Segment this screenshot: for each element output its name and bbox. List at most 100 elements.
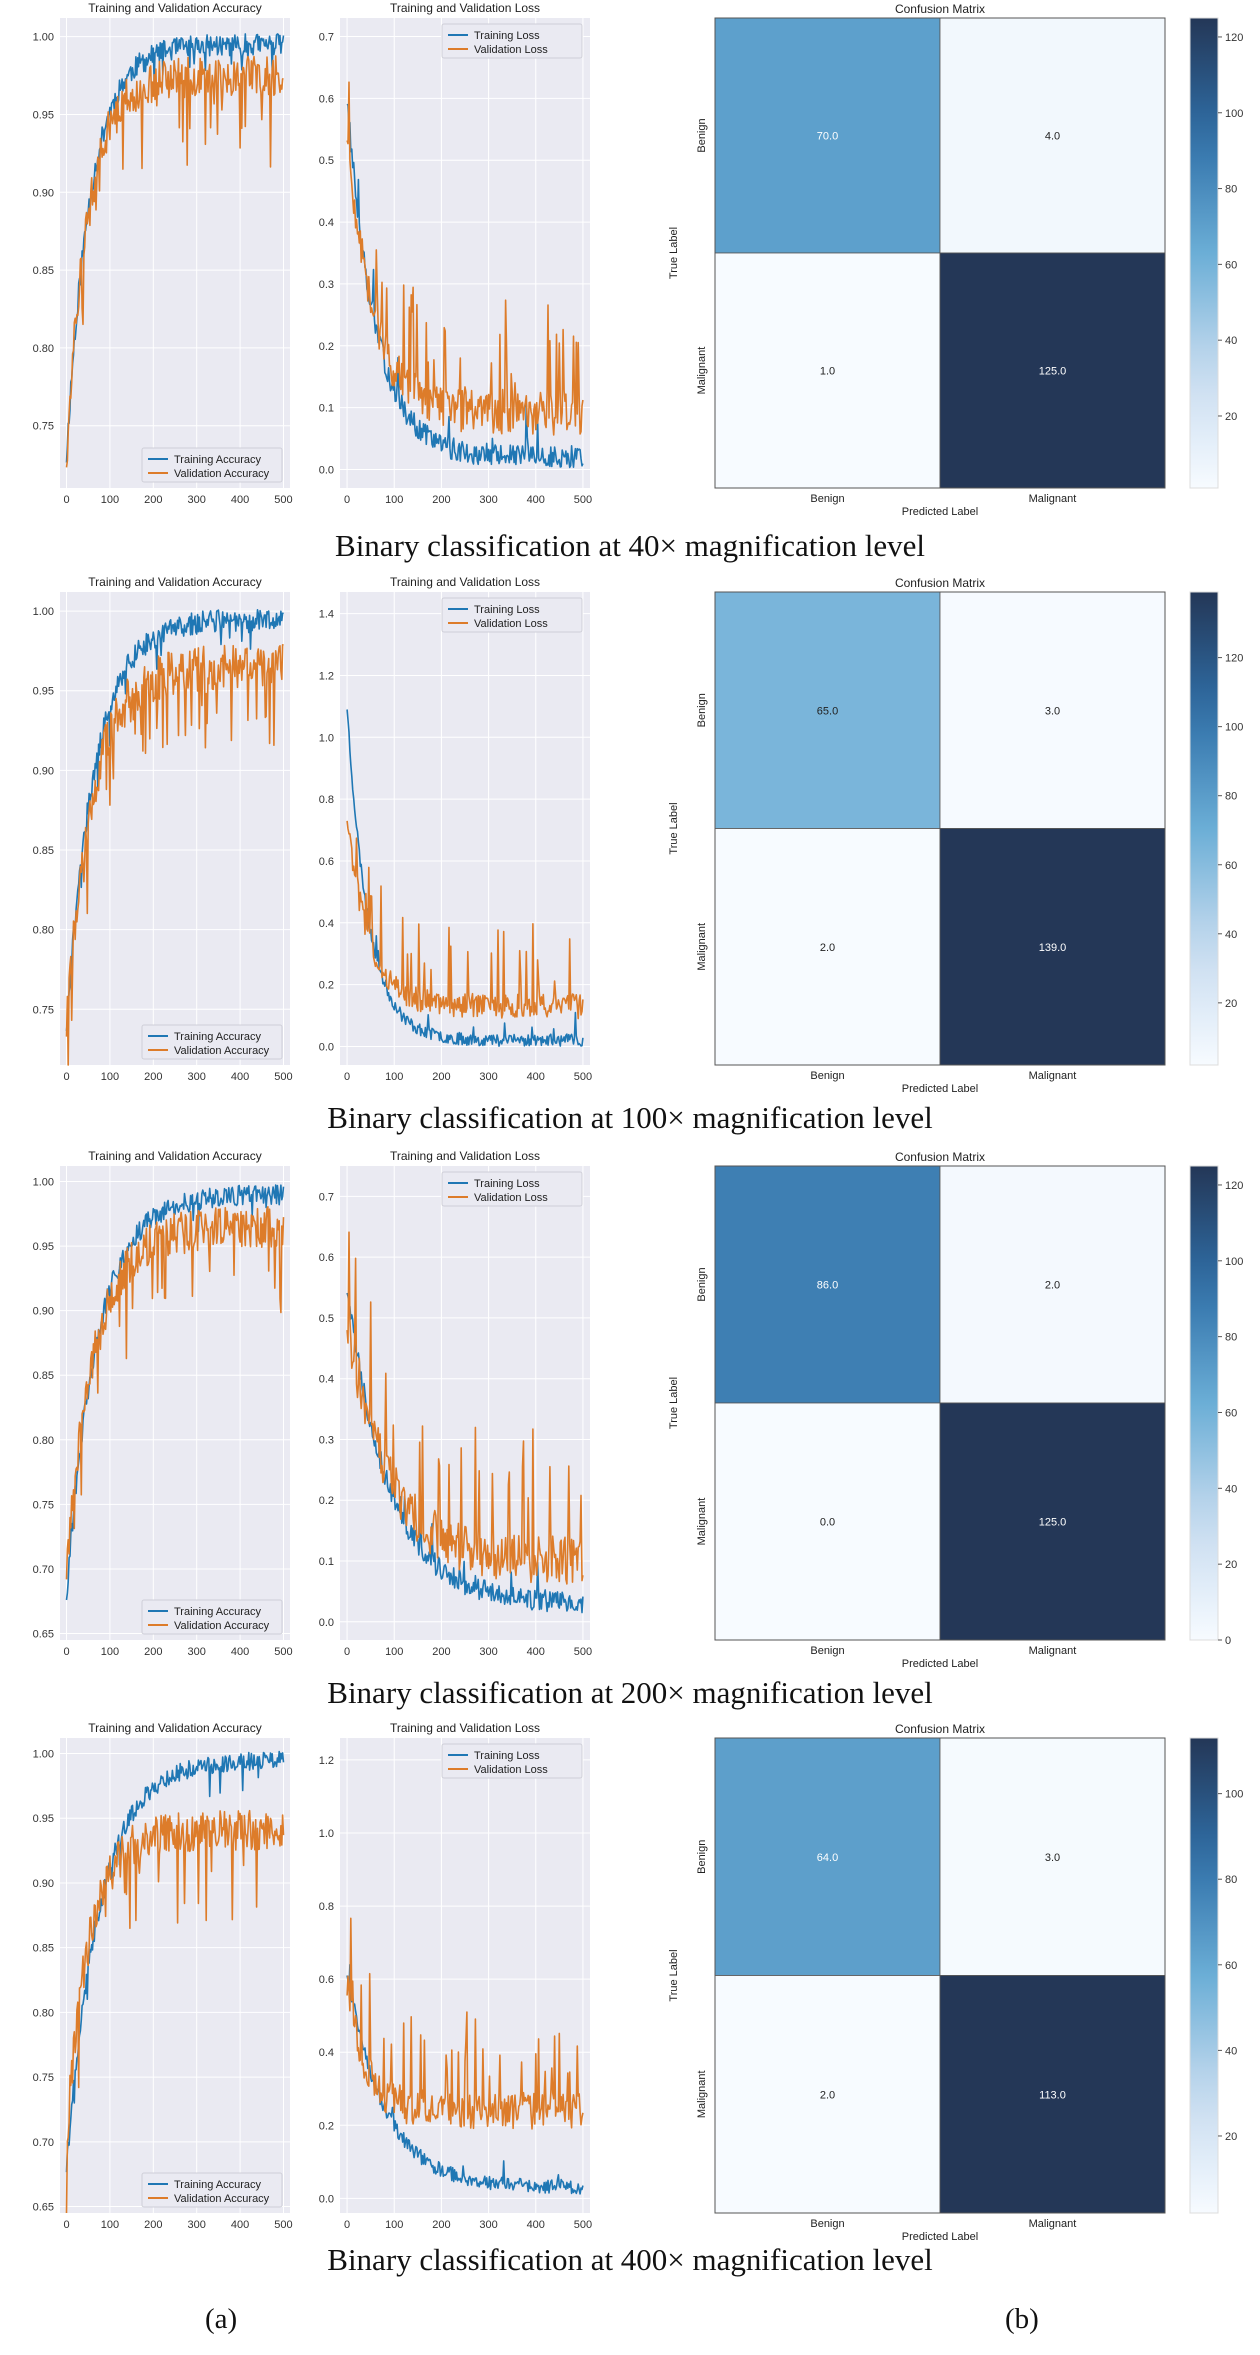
y-tick-label: 0.4 bbox=[319, 1374, 334, 1386]
y-tick-label: 0.85 bbox=[33, 1370, 54, 1382]
line-chart-3: 0 100 200 300 400 500 0.75 0.80 0.85 0.90 0.95 1.00… bbox=[33, 575, 293, 1083]
y-tick-label: 1.00 bbox=[33, 1749, 54, 1761]
y-tick-label: 0.7 bbox=[319, 1191, 334, 1203]
chart-title: Confusion Matrix bbox=[895, 1722, 985, 1736]
line-chart-7: 0 100 200 300 400 500 0.0 0.1 0.2 0.3 0.4 0.5 0.6 0.7… bbox=[319, 1149, 592, 1658]
x-tick-label: 500 bbox=[574, 494, 592, 506]
x-tick-label: 100 bbox=[101, 1646, 119, 1658]
y-tick-label: 0.6 bbox=[319, 1252, 334, 1264]
chart-title: Training and Validation Accuracy bbox=[88, 1, 261, 15]
cm-border bbox=[714, 1165, 1166, 1641]
legend-label: Training Loss bbox=[474, 1750, 540, 1762]
caption-200x: Binary classification at 200× magnificat… bbox=[327, 1675, 933, 1710]
series-line-validation bbox=[65, 1206, 285, 1580]
cm-value-label: 64.0 bbox=[817, 1852, 838, 1864]
x-tick-label: 0 bbox=[63, 1071, 69, 1083]
plot-background bbox=[340, 1738, 590, 2213]
legend-label: Training Loss bbox=[474, 30, 540, 42]
caption-100x: Binary classification at 100× magnificat… bbox=[327, 1100, 933, 1135]
y-tick-label: 1.2 bbox=[319, 1755, 334, 1767]
cm-cell bbox=[939, 17, 1166, 254]
y-tick-label: 0.2 bbox=[319, 980, 334, 992]
series-line-training bbox=[65, 609, 284, 1031]
cm-xlabel: Predicted Label bbox=[902, 2231, 978, 2243]
legend-label: Validation Accuracy bbox=[174, 1045, 270, 1057]
cm-cell bbox=[714, 252, 941, 489]
cm-cell bbox=[939, 1975, 1166, 2214]
cm-value-label: 3.0 bbox=[1045, 1852, 1060, 1864]
cm-col-label: Benign bbox=[810, 1645, 844, 1657]
legend-label: Validation Accuracy bbox=[174, 468, 270, 480]
cm-border bbox=[714, 17, 1166, 489]
cm-col-label: Benign bbox=[810, 493, 844, 505]
legend-label: Training Accuracy bbox=[174, 454, 262, 466]
y-tick-label: 0.5 bbox=[319, 155, 334, 167]
legend-box bbox=[141, 1024, 283, 1060]
x-tick-label: 200 bbox=[432, 2219, 450, 2231]
cm-ylabel: True Label bbox=[668, 1949, 680, 2001]
cm-row-label: Benign bbox=[696, 118, 708, 152]
confusion-matrix-11: Confusion Matrix 64.0 3.0 2.0 113.0 Benign Mal… bbox=[668, 1722, 1243, 2243]
y-tick-label: 0.80 bbox=[33, 925, 54, 937]
panel-label-b: (b) bbox=[1005, 2303, 1039, 2335]
caption-400x: Binary classification at 400× magnificat… bbox=[327, 2242, 933, 2277]
chart-title: Training and Validation Accuracy bbox=[88, 1721, 261, 1735]
legend-label: Training Accuracy bbox=[174, 1031, 262, 1043]
y-tick-label: 0.3 bbox=[319, 1434, 334, 1446]
chart-title: Confusion Matrix bbox=[895, 576, 985, 590]
cm-col-label: Malignant bbox=[1029, 2218, 1077, 2230]
y-tick-label: 0.6 bbox=[319, 856, 334, 868]
confusion-matrix-2: Confusion Matrix 70.0 4.0 1.0 125.0 Benign Mal… bbox=[668, 2, 1243, 518]
series-line-training bbox=[65, 33, 285, 463]
chart-title: Training and Validation Loss bbox=[390, 1, 540, 15]
colorbar-tick-label: 40 bbox=[1225, 929, 1237, 941]
caption-40x: Binary classification at 40× magnificati… bbox=[335, 528, 925, 563]
x-tick-label: 300 bbox=[479, 494, 497, 506]
y-tick-label: 0.80 bbox=[33, 343, 54, 355]
colorbar bbox=[1189, 591, 1219, 1066]
legend-label: Validation Loss bbox=[474, 44, 548, 56]
y-tick-label: 0.85 bbox=[33, 845, 54, 857]
colorbar-tick-label: 40 bbox=[1225, 335, 1237, 347]
y-tick-label: 0.80 bbox=[33, 2007, 54, 2019]
confusion-matrix-8: Confusion Matrix 86.0 2.0 0.0 125.0 Benign Mal… bbox=[668, 1150, 1243, 1670]
colorbar-tick-label: 80 bbox=[1225, 1874, 1237, 1886]
y-tick-label: 0.75 bbox=[33, 421, 54, 433]
colorbar-tick-label: 100 bbox=[1225, 108, 1243, 120]
y-tick-label: 0.70 bbox=[33, 2137, 54, 2149]
x-tick-label: 0 bbox=[344, 1646, 350, 1658]
cm-row-label: Benign bbox=[696, 693, 708, 727]
y-tick-label: 0.65 bbox=[33, 2202, 54, 2214]
x-tick-label: 400 bbox=[231, 1646, 249, 1658]
cm-value-label: 2.0 bbox=[820, 942, 835, 954]
y-tick-label: 0.6 bbox=[319, 93, 334, 105]
line-chart-10: 0 100 200 300 400 500 0.0 0.2 0.4 0.6 0.8 1.0 1.2 Tra… bbox=[319, 1721, 592, 2231]
line-chart-9: 0 100 200 300 400 500 0.65 0.70 0.75 0.80 0.85 0.90… bbox=[33, 1721, 293, 2231]
cm-cell bbox=[714, 1737, 941, 1976]
cm-cell bbox=[939, 591, 1166, 829]
y-tick-label: 0.8 bbox=[319, 1901, 334, 1913]
y-tick-label: 0.70 bbox=[33, 1564, 54, 1576]
colorbar bbox=[1189, 1165, 1219, 1641]
x-tick-label: 200 bbox=[432, 494, 450, 506]
y-tick-label: 0.1 bbox=[319, 403, 334, 415]
colorbar-tick-label: 60 bbox=[1225, 860, 1237, 872]
cm-value-label: 125.0 bbox=[1039, 366, 1067, 378]
x-tick-label: 400 bbox=[527, 494, 545, 506]
cm-row-label: Benign bbox=[696, 1267, 708, 1301]
y-tick-label: 0.90 bbox=[33, 187, 54, 199]
x-tick-label: 500 bbox=[274, 494, 292, 506]
y-tick-label: 0.2 bbox=[319, 341, 334, 353]
cm-value-label: 70.0 bbox=[817, 131, 838, 143]
cm-xlabel: Predicted Label bbox=[902, 1658, 978, 1670]
y-tick-label: 0.0 bbox=[319, 2193, 334, 2205]
colorbar-tick-label: 100 bbox=[1225, 722, 1243, 734]
series-line-training bbox=[346, 1963, 584, 2195]
x-tick-label: 300 bbox=[188, 1646, 206, 1658]
colorbar-tick-label: 60 bbox=[1225, 259, 1237, 271]
cm-cell bbox=[714, 591, 941, 829]
y-tick-label: 0.3 bbox=[319, 279, 334, 291]
series-line-training bbox=[346, 103, 584, 469]
cm-cell bbox=[714, 1975, 941, 2214]
